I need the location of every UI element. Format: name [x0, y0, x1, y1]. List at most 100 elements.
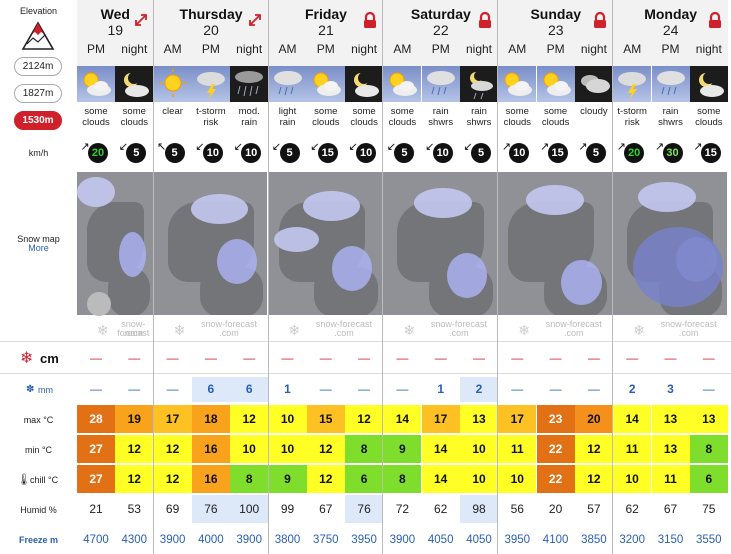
wind-speed: 20: [88, 143, 108, 163]
weather-summary: some clouds: [383, 106, 421, 128]
forecast-column: night some clouds ↙ 5— —19 12 12 53 4300: [115, 0, 154, 554]
wind-direction-icon: ↗: [654, 141, 665, 153]
snow-map[interactable]: [613, 172, 728, 315]
freezing-level-value: 3900: [159, 534, 186, 546]
expand-arrow-icon[interactable]: [247, 12, 263, 28]
rain-amount: —: [166, 382, 179, 396]
sun-cloud-icon: [383, 66, 422, 102]
wind-indicator: ↗ 20: [613, 141, 651, 165]
wind-direction-icon: ↙: [386, 141, 396, 153]
day-name: Sunday: [530, 6, 582, 22]
summary-line: clouds: [541, 117, 570, 128]
forecast-column: night some clouds ↙ 10 — — 12 8 6 76 3950: [345, 0, 384, 554]
min-temp: 27: [77, 435, 115, 463]
day-separator: [382, 0, 384, 554]
sun-cloud-icon: [77, 66, 115, 102]
expand-arrow-icon[interactable]: [133, 12, 149, 28]
day-name: Wed: [100, 6, 130, 22]
snow-map[interactable]: [383, 172, 498, 315]
forecast-column: night some clouds ↗ 15 — — 13 8 6 75 3550: [689, 0, 728, 554]
day-number: 23: [547, 22, 564, 38]
lock-icon[interactable]: [592, 11, 608, 28]
chill-temp: 11: [651, 465, 690, 493]
humidity-label: Humid %: [20, 505, 57, 515]
weather-summary: light rain: [269, 106, 307, 128]
elevation-label: Elevation: [19, 6, 58, 16]
wind-direction-icon: ↙: [310, 141, 320, 153]
day-separator: [152, 0, 154, 554]
weather-summary: clear: [154, 106, 192, 117]
day-number: 20: [203, 22, 219, 38]
lock-icon[interactable]: [362, 11, 378, 28]
period-label: PM: [546, 42, 565, 56]
summary-line: some: [122, 106, 146, 117]
snowflake-watermark-icon: ❄: [288, 322, 301, 338]
forecast-column: night rain shwrs ↙ 5—2 13 10 10 98 4050: [460, 0, 498, 554]
max-temp: 12: [345, 405, 384, 433]
summary-line: t-storm: [617, 106, 647, 117]
cloudy-night-icon: [574, 66, 613, 102]
watermark-text: .com: [678, 328, 699, 338]
wind-direction-icon: ↗: [693, 141, 703, 153]
rain-cloud-icon: [421, 66, 460, 102]
weather-summary: mod. rain: [230, 106, 268, 128]
rain-unit-label: mm: [38, 385, 53, 395]
freezing-level-value: 3850: [581, 534, 607, 546]
chill-temp: 6: [689, 465, 728, 493]
elevation-top-button[interactable]: 2124m: [14, 57, 62, 76]
forecast-column: PM rain shwrs ↗ 30—3 13 13 11 67 3150: [651, 0, 690, 554]
lock-icon[interactable]: [477, 11, 493, 28]
snow-map[interactable]: [268, 172, 383, 315]
freezing-level-value: 3800: [274, 534, 301, 546]
day-separator: [612, 0, 614, 554]
chill-temp-label: chill °C: [30, 475, 59, 485]
wind-indicator: ↙ 10: [230, 141, 268, 165]
weather-summary: t-storm risk: [192, 106, 230, 128]
humidity-value: 67: [663, 502, 678, 516]
rain-amount: —: [128, 382, 141, 396]
summary-line: risk: [203, 117, 219, 128]
wind-speed: 15: [317, 143, 338, 163]
snow-map[interactable]: [153, 172, 268, 315]
wind-direction-icon: ↙: [463, 141, 473, 153]
raindrops-icon: ✽: [26, 384, 35, 395]
weather-summary: rain shwrs: [652, 106, 690, 128]
snow-amount: —: [664, 351, 677, 365]
summary-line: rain: [432, 106, 449, 117]
forecast-column: AM some clouds ↙ 5 — — 14 9 8 72 3900: [383, 0, 422, 554]
forecast-column: night cloudy ↗ 5— —20 12 12 57 3850: [574, 0, 613, 554]
elevation-mid-button[interactable]: 1827m: [14, 84, 62, 103]
weather-summary: some clouds: [307, 106, 345, 128]
rain-amount: —: [702, 382, 715, 396]
day-name: Saturday: [410, 6, 471, 22]
max-temp: 17: [421, 405, 460, 433]
weather-summary: some clouds: [537, 106, 575, 128]
chill-temp: 6: [345, 465, 384, 493]
humidity-value: 21: [89, 502, 103, 516]
snowflake-watermark-icon: ❄: [403, 322, 416, 338]
weather-summary: cloudy: [575, 106, 613, 117]
freezing-level-value: 4700: [83, 534, 109, 546]
wind-unit-label: km/h: [28, 148, 49, 158]
thunder-cloud-icon: [191, 66, 230, 102]
watermark-text: .com: [219, 328, 239, 338]
snow-map-more-link[interactable]: More: [28, 243, 49, 253]
freezing-level-value: 3900: [236, 534, 262, 546]
elevation-bottom-button[interactable]: 1530m: [14, 111, 62, 130]
forecast-column: AM clear ↖ 5— —17 12 12 69 3900: [153, 0, 192, 554]
rain-amount: 1: [284, 382, 291, 396]
lock-icon[interactable]: [707, 11, 723, 28]
forecast-grid: Wed 19 snow-forecast .com ❄ PM some clouds ↗ 20— —…: [77, 0, 729, 554]
rain-cloud-icon: [268, 66, 307, 102]
freezing-level-value: 4100: [542, 534, 569, 546]
snow-map[interactable]: [77, 172, 153, 315]
rain-amount: 6: [191, 377, 230, 402]
forecast-column: PM rain shwrs ↙ 10—1 17 14 14 62 4050: [421, 0, 460, 554]
wind-speed: 5: [279, 143, 300, 163]
wind-speed: 10: [356, 143, 377, 163]
wind-direction-icon: ↗: [539, 141, 550, 153]
freezing-level-value: 4000: [198, 534, 224, 546]
snow-map[interactable]: [498, 172, 613, 315]
summary-line: clouds: [120, 117, 149, 128]
period-label: night: [465, 42, 493, 56]
